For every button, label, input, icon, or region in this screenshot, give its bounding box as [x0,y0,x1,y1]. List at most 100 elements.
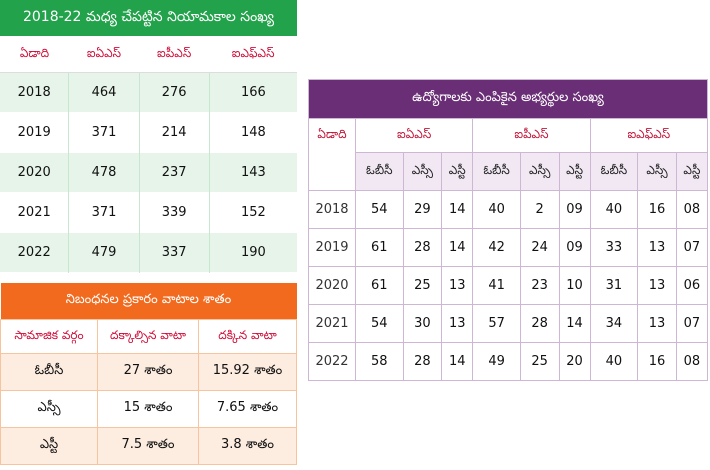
cell-value: 08 [675,190,709,229]
cell-ips: 337 [139,232,210,273]
cell-value: 16 [637,342,677,381]
cell-value: 09 [558,190,591,229]
cell-value: 31 [589,266,639,305]
cell-value: 54 [355,304,404,343]
cell-value: 25 [519,342,560,381]
cell-value: 13 [637,266,677,305]
subheader-obc: ఓబీసీ [472,152,521,191]
col-header-ips: ఐపీఎస్ [139,36,210,73]
cell-value: 14 [441,190,474,229]
table-row: 2019 371 214 148 [0,112,297,153]
cell-year: 2022 [308,342,356,381]
subheader-sc: ఎస్సీ [637,152,677,191]
table-row: 2019 61 28 14 42 24 09 33 13 07 [308,228,709,267]
subheader-sc: ఎస్సీ [519,152,560,191]
cell-value: 10 [558,266,591,305]
cell-ias: 464 [68,72,140,113]
cell-value: 06 [675,266,709,305]
recruitment-table-title: 2018-22 మధ్య చేపట్టిన నియామకాల సంఖ్య [0,0,297,36]
col-header-received-share: దక్కిన వాటా [198,319,297,354]
cell-value: 23 [519,266,560,305]
cell-year: 2021 [308,304,356,343]
col-header-year: ఏడాది [0,36,69,73]
cell-value: 41 [472,266,521,305]
cell-ips: 276 [139,72,210,113]
cell-value: 14 [558,304,591,343]
group-header-ias: ఐఏఎస్ [354,118,474,153]
cell-due-share: 27 శాతం [97,353,199,391]
cell-value: 34 [589,304,639,343]
cell-value: 40 [589,342,639,381]
cell-value: 07 [675,228,709,267]
cell-value: 07 [675,304,709,343]
cell-value: 13 [441,266,474,305]
table-row: 2020 478 237 143 [0,152,297,193]
cell-value: 49 [472,342,521,381]
cell-category: ఎస్టీ [0,427,98,465]
cell-ias: 371 [68,192,140,233]
table-row: ఎస్టీ 7.5 శాతం 3.8 శాతం [0,427,297,465]
col-header-year: ఏడాది [308,118,356,191]
subheader-obc: ఓబీసీ [589,152,639,191]
cell-value: 13 [637,228,677,267]
cell-category: ఓబీసీ [0,353,98,391]
subheader-st: ఎస్టీ [675,152,709,191]
subheader-st: ఎస్టీ [558,152,591,191]
table-row: 2022 479 337 190 [0,232,297,273]
cell-value: 13 [637,304,677,343]
cell-year: 2021 [0,192,70,233]
cell-ips: 237 [139,152,210,193]
cell-ifs: 148 [240,125,266,140]
group-header-ips: ఐపీఎస్ [472,118,591,153]
recruitment-table: 2018-22 మధ్య చేపట్టిన నియామకాల సంఖ్య ఏడా… [0,0,297,273]
cell-value: 24 [519,228,560,267]
group-header-ifs: ఐఎఫ్‌ఎస్ [589,118,709,153]
cell-year: 2018 [0,72,70,113]
cell-value: 28 [402,228,443,267]
cell-year: 2019 [308,228,356,267]
cell-value: 25 [402,266,443,305]
quota-share-table: నిబంధనల ప్రకారం వాటాల శాతం సామాజిక వర్గం… [0,283,297,465]
table-row: ఓబీసీ 27 శాతం 15.92 శాతం [0,353,297,391]
cell-ifs: 166 [209,72,297,113]
cell-received-share: 7.65 శాతం [198,390,297,428]
cell-value: 09 [558,228,591,267]
table-row: 2020 61 25 13 41 23 10 31 13 06 [308,266,709,305]
table-row: 2018 464 276 166 [0,72,297,113]
cell-year: 2020 [308,266,356,305]
cell-value: 14 [441,342,474,381]
cell-value: 57 [472,304,521,343]
selected-candidates-title: ఉద్యోగాలకు ఎంపికైన అభ్యర్థుల సంఖ్య [308,79,708,119]
col-header-ifs: ఐఎఫ్‌ఎస్ [209,36,297,73]
cell-ips: 214 [139,112,210,153]
cell-year: 2019 [0,112,70,153]
cell-value: 30 [402,304,443,343]
cell-value: 28 [402,342,443,381]
cell-value: 14 [441,228,474,267]
quota-share-title: నిబంధనల ప్రకారం వాటాల శాతం [0,283,297,320]
cell-value: 61 [355,266,404,305]
cell-year: 2020 [0,152,70,193]
cell-ifs: 152 [240,205,266,220]
subheader-obc: ఓబీసీ [355,152,404,191]
table-row: 2018 54 29 14 40 2 09 40 16 08 [308,190,709,229]
cell-value: 08 [675,342,709,381]
col-header-category: సామాజిక వర్గం [0,319,98,354]
table-row: 2021 371 339 152 [0,192,297,233]
cell-value: 58 [355,342,404,381]
cell-value: 40 [589,190,639,229]
cell-received-share: 3.8 శాతం [198,427,297,465]
cell-ips: 339 [139,192,210,233]
cell-value: 13 [441,304,474,343]
cell-ias: 371 [68,112,140,153]
cell-value: 40 [472,190,521,229]
cell-value: 2 [519,190,560,229]
cell-year: 2018 [308,190,356,229]
cell-value: 42 [472,228,521,267]
cell-ias: 479 [68,232,140,273]
cell-due-share: 7.5 శాతం [97,427,199,465]
cell-category: ఎస్సీ [0,390,98,428]
cell-value: 20 [558,342,591,381]
cell-received-share: 15.92 శాతం [198,353,297,391]
cell-value: 33 [589,228,639,267]
